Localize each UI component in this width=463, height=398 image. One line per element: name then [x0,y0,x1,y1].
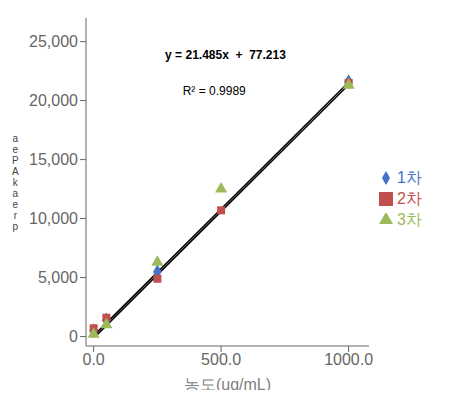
html-text:3차: 3차 [397,210,422,228]
html-text:2차: 2차 [397,189,422,207]
html-text:1차: 1차 [397,168,422,186]
svg-text:25,000: 25,000 [29,33,78,50]
svg-text:20,000: 20,000 [29,92,78,109]
html-text:y = 21.485x + 77.213: y = 21.485x + 77.213 [165,47,286,62]
svg-text:0.0: 0.0 [83,351,105,368]
svg-text:15,000: 15,000 [29,151,78,168]
svg-text:5,000: 5,000 [38,269,78,286]
svg-text:농도(ug/mL): 농도(ug/mL) [184,376,271,390]
html-text:R² = 0.9989: R² = 0.9989 [182,83,246,98]
svg-text:1000.0: 1000.0 [324,351,373,368]
svg-text:0: 0 [69,328,78,345]
svg-text:10,000: 10,000 [29,210,78,227]
html-text:a e P A k a e r p: a e P A k a e r p [12,132,19,232]
svg-text:500.0: 500.0 [201,351,241,368]
